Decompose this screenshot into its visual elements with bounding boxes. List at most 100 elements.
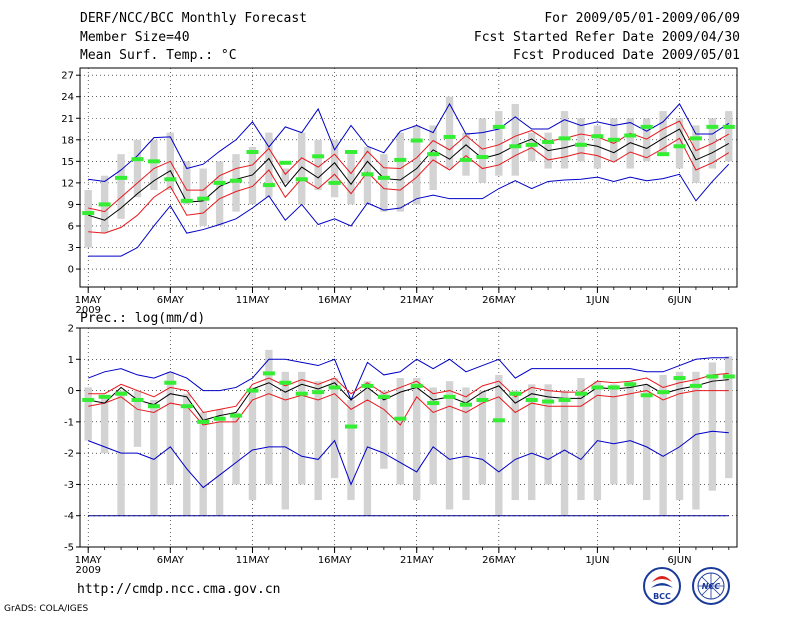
ensemble-box [610,384,618,485]
observed-marker [591,385,604,390]
observed-marker [180,198,193,203]
max-line [88,102,730,182]
ensemble-box [232,412,240,485]
observed-marker [279,160,292,165]
bcc-logo-text: BCC [653,592,671,601]
observed-marker [246,388,259,393]
ensemble-box [429,387,437,485]
observed-marker [689,136,702,141]
ensemble-box [215,409,224,516]
ensemble-box [413,125,421,205]
ensemble-box [495,111,503,176]
ensemble-box [725,356,733,479]
observed-marker [673,376,686,381]
ensemble-box [511,103,519,176]
ensemble-box [248,387,257,501]
ensemble-box [150,399,158,516]
ensemble-box [380,154,388,212]
x-tick-label: 1MAY [75,295,103,306]
x-tick-label: 26MAY [482,295,516,306]
observed-marker [82,211,95,216]
ensemble-box [708,362,717,491]
x-tick-label: 11MAY [236,295,270,306]
observed-marker [131,397,144,402]
refer-date: Fcst Started Refer Date 2009/04/30 [473,30,740,45]
x-tick-label: 6MAY [157,555,185,566]
x-tick-label: 21MAY [400,555,434,566]
x-tick-label: 21MAY [400,295,434,306]
ensemble-box [675,118,684,169]
ensemble-box [265,349,273,485]
ensemble-box [314,139,322,191]
y-tick-label: -1 [64,417,74,428]
ensemble-box [429,125,437,191]
ensemble-box [281,371,290,510]
ensemble-box [659,111,667,155]
y-tick-label: 1 [68,355,74,366]
ensemble-box [281,168,290,183]
observed-marker [230,178,243,183]
ensemble-box [330,378,339,479]
observed-marker [147,159,160,164]
lower-percentile-line [88,390,729,426]
observed-marker [722,124,735,129]
y-tick-label: 24 [61,92,74,103]
y-tick-label: -5 [64,543,74,554]
observed-marker [394,157,407,162]
y-tick-label: 21 [61,114,74,125]
plot-frame [79,327,738,548]
ensemble-box [298,371,306,485]
ensemble-box [413,378,421,501]
ensemble-box [511,390,519,501]
observed-marker [640,393,653,398]
observed-marker [410,383,423,388]
ensemble-box [642,384,651,501]
website-url[interactable]: http://cmdp.ncc.cma.gov.cn [77,582,281,597]
y-tick-label: 18 [61,135,74,146]
observed-marker [722,374,735,379]
observed-marker [394,416,407,421]
observed-marker [459,402,472,407]
ensemble-box [84,387,92,441]
observed-marker [180,404,193,409]
x-tick-label: 16MAY [318,555,352,566]
observed-marker [213,416,226,421]
observed-marker [657,390,670,395]
observed-marker [443,134,456,139]
ensemble-box [166,371,175,485]
observed-marker [98,394,111,399]
y-tick-label: 12 [61,178,74,189]
ensemble-box [626,118,634,169]
bcc-logo: BCC [643,567,681,605]
observed-marker [574,142,587,147]
y-tick-label: 2 [68,324,74,335]
observed-marker [706,124,719,129]
ensemble-mean-line [88,128,730,221]
x-tick-label: 1MAY [75,555,103,566]
ensemble-box [527,384,536,501]
observed-marker [312,154,325,159]
observed-marker [131,157,144,162]
ensemble-box [347,154,355,205]
variable-label: Mean Surf. Temp.: °C [80,48,237,63]
ensemble-box [544,384,552,485]
ensemble-box [347,399,355,501]
observed-marker [591,134,604,139]
y-tick-label: -4 [64,511,74,522]
ensemble-box [265,132,273,198]
ensemble-box [248,146,257,205]
ensemble-box [100,396,109,454]
y-tick-label: 0 [68,386,74,397]
observed-marker [98,202,111,207]
ensemble-box [626,381,634,485]
observed-marker [345,150,358,155]
produced-date: Fcst Produced Date 2009/05/01 [513,48,740,63]
y-tick-label: -2 [64,449,74,460]
observed-marker [689,383,702,388]
chart-title: DERF/NCC/BCC Monthly Forecast [80,11,307,26]
ensemble-box [527,132,536,162]
observed-marker [197,196,210,201]
